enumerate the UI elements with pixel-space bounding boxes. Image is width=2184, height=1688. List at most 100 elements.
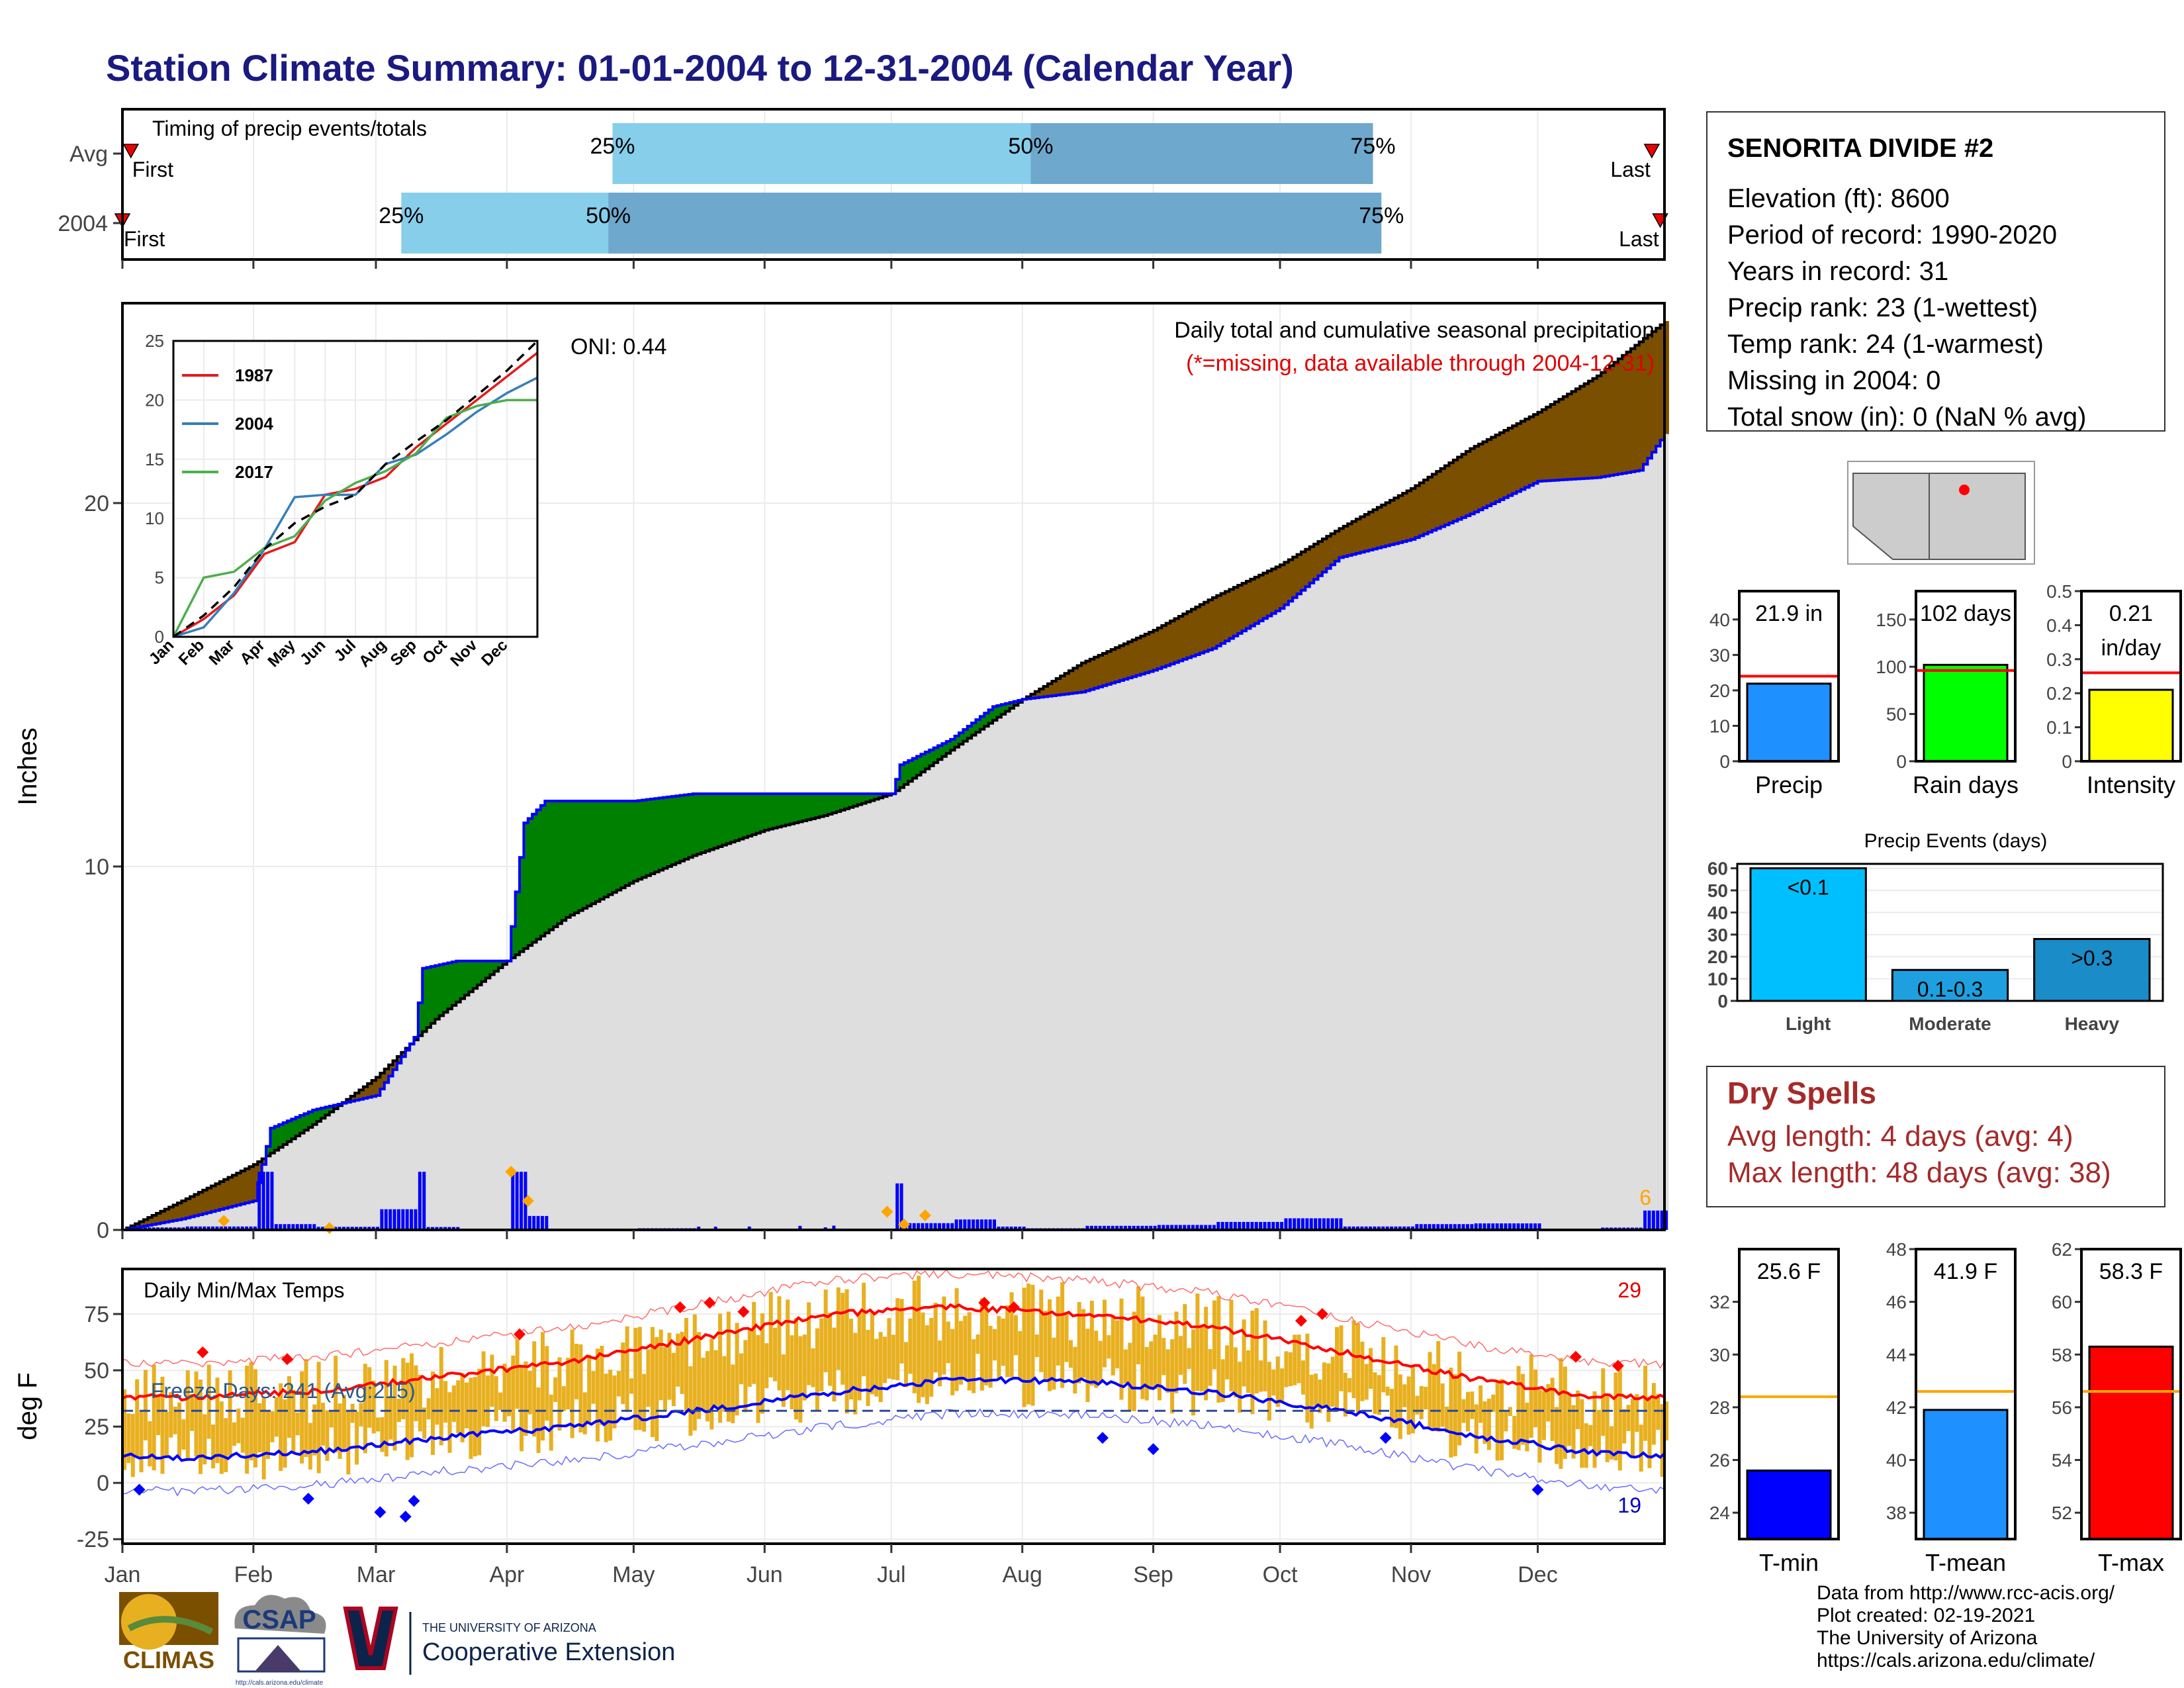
temps-daily-bar xyxy=(848,1319,853,1400)
temps-daily-bar xyxy=(473,1377,477,1457)
temps-daily-bar xyxy=(874,1338,879,1397)
temps-daily-bar xyxy=(1486,1398,1491,1450)
precip-daily-bar xyxy=(232,1226,236,1230)
credits: Data from http://www.rcc-acis.org/ Plot … xyxy=(1817,1582,2115,1672)
temps-y-tick-label: -25 xyxy=(77,1527,109,1552)
temps-daily-bar xyxy=(1550,1378,1555,1441)
temps-daily-bar xyxy=(828,1313,833,1386)
temps-daily-bar xyxy=(219,1401,224,1474)
temp-stats-y-tick-label: 52 xyxy=(2052,1503,2072,1523)
precip-daily-bar xyxy=(371,1227,375,1230)
precip-daily-bar xyxy=(1453,1224,1457,1230)
temps-daily-bar xyxy=(1128,1342,1132,1411)
timing-bar-q50-q75-2004 xyxy=(608,193,1382,254)
inset-y-tick-label: 5 xyxy=(155,568,164,588)
temps-daily-bar xyxy=(245,1366,250,1474)
timing-row-label-Avg: Avg xyxy=(69,142,108,167)
temps-daily-bar xyxy=(304,1359,308,1458)
temps-daily-bar xyxy=(1064,1313,1069,1362)
temp-stats-y-tick-label: 30 xyxy=(1709,1344,1730,1365)
temps-daily-bar xyxy=(1263,1320,1267,1391)
record-high-marker xyxy=(704,1297,716,1309)
precip-daily-bar xyxy=(1098,1225,1102,1230)
precip-daily-bar xyxy=(1491,1223,1495,1230)
temp-stats-y-tick-label: 48 xyxy=(1886,1239,1907,1260)
temps-daily-bar xyxy=(1592,1391,1597,1468)
temps-daily-bar xyxy=(485,1375,490,1427)
precip-daily-bar xyxy=(1293,1218,1297,1230)
precip-daily-bar xyxy=(185,1226,189,1230)
precip-daily-bar xyxy=(1643,1210,1647,1230)
precip-daily-bar xyxy=(215,1226,219,1230)
temps-daily-bar xyxy=(1635,1394,1639,1432)
temps-daily-bar xyxy=(1288,1352,1293,1387)
temps-daily-bar xyxy=(1178,1336,1183,1375)
precip-daily-bar xyxy=(1326,1218,1330,1230)
temps-daily-bar xyxy=(1191,1329,1196,1416)
precip-daily-bar xyxy=(1343,1226,1347,1230)
temps-daily-bar xyxy=(1170,1339,1175,1414)
dry-spells-title: Dry Spells xyxy=(1727,1076,1876,1110)
timing-label-25%-Avg: 25% xyxy=(590,134,635,159)
precip-daily-bar xyxy=(249,1226,253,1230)
temps-daily-bar xyxy=(862,1282,866,1377)
csap-logo-url: http://cals.arizona.edu/climate xyxy=(236,1679,324,1687)
temps-daily-bar xyxy=(1343,1372,1347,1417)
station-name: SENORITA DIVIDE #2 xyxy=(1727,134,1994,163)
temps-daily-bar xyxy=(616,1371,621,1397)
precip-daily-bar xyxy=(1288,1218,1292,1230)
temps-daily-bar xyxy=(1500,1379,1504,1460)
precip-stats-y-tick-label: 150 xyxy=(1876,610,1907,630)
temps-daily-bar xyxy=(1183,1304,1187,1384)
temps-daily-bar xyxy=(697,1332,702,1419)
temps-daily-bar xyxy=(122,1389,126,1470)
precip-daily-bar xyxy=(938,1223,942,1230)
precip-daily-bar xyxy=(511,1172,515,1230)
temps-daily-bar xyxy=(1314,1373,1318,1406)
precip-daily-bar xyxy=(1339,1218,1343,1230)
temps-daily-bar xyxy=(1453,1374,1457,1456)
precip-stats-y-tick-label: 0 xyxy=(1896,751,1907,772)
precip-daily-bar xyxy=(1246,1221,1250,1230)
credit-plot-date: Plot created: 02-19-2021 xyxy=(1817,1605,2036,1626)
temps-daily-bar xyxy=(341,1395,346,1452)
temp-stats-value-label: 58.3 F xyxy=(2099,1259,2163,1284)
precip-daily-bar xyxy=(338,1227,341,1230)
precip-daily-bar xyxy=(1406,1226,1410,1230)
temps-daily-bar xyxy=(203,1414,207,1465)
temps-daily-bar xyxy=(545,1346,549,1421)
temps-daily-bar xyxy=(1094,1331,1099,1388)
snow-marker xyxy=(522,1195,534,1207)
precip-daily-bar xyxy=(224,1226,228,1230)
inset-y-tick-label: 10 xyxy=(145,508,164,528)
precip-daily-bar xyxy=(1216,1221,1220,1230)
precip-daily-bar xyxy=(1440,1224,1444,1230)
precip-daily-bar xyxy=(350,1227,354,1230)
precip-daily-bar xyxy=(405,1209,409,1230)
temps-daily-bar xyxy=(1474,1404,1479,1454)
temp-stats-y-tick-label: 28 xyxy=(1709,1397,1730,1418)
timing-row-label-2004: 2004 xyxy=(58,211,108,236)
timing-bar-q25-q50-2004 xyxy=(401,193,609,254)
precip-daily-bar xyxy=(1013,1226,1017,1230)
temps-daily-bar xyxy=(1639,1425,1643,1472)
temps-daily-bar xyxy=(401,1358,406,1419)
temps-daily-bar xyxy=(1030,1285,1035,1406)
temps-daily-bar xyxy=(819,1318,824,1392)
climas-logo: CLIMAS xyxy=(119,1592,218,1673)
precip-stats-y-tick-label: 100 xyxy=(1876,657,1907,677)
temps-daily-bar xyxy=(633,1327,638,1430)
events-bar-Moderate xyxy=(1891,968,2009,1002)
precip-daily-bar xyxy=(287,1224,291,1230)
temps-daily-bar xyxy=(152,1364,156,1471)
precip-daily-bar xyxy=(1415,1224,1419,1230)
temps-daily-bar xyxy=(164,1411,169,1457)
events-category-label-Heavy: Heavy xyxy=(2065,1013,2120,1034)
temps-daily-bar xyxy=(177,1402,181,1458)
record-low-marker xyxy=(408,1495,420,1507)
temp-stats-bar-T-max xyxy=(2088,1345,2174,1540)
precip-daily-bar xyxy=(1238,1221,1242,1230)
temps-daily-bar xyxy=(540,1332,545,1441)
precip-stats-bar-Rain days xyxy=(1923,663,2009,763)
precip-daily-bar xyxy=(363,1227,367,1230)
